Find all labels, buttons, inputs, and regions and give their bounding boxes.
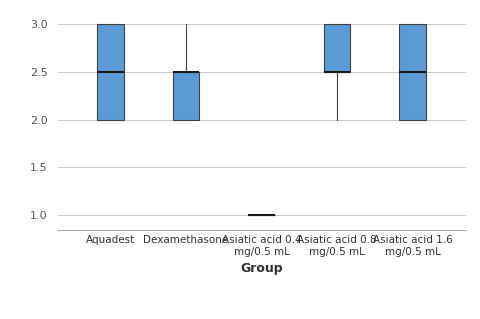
PathPatch shape [324, 24, 350, 72]
PathPatch shape [173, 72, 199, 120]
PathPatch shape [399, 24, 426, 120]
PathPatch shape [97, 24, 124, 120]
X-axis label: Group: Group [240, 263, 283, 275]
